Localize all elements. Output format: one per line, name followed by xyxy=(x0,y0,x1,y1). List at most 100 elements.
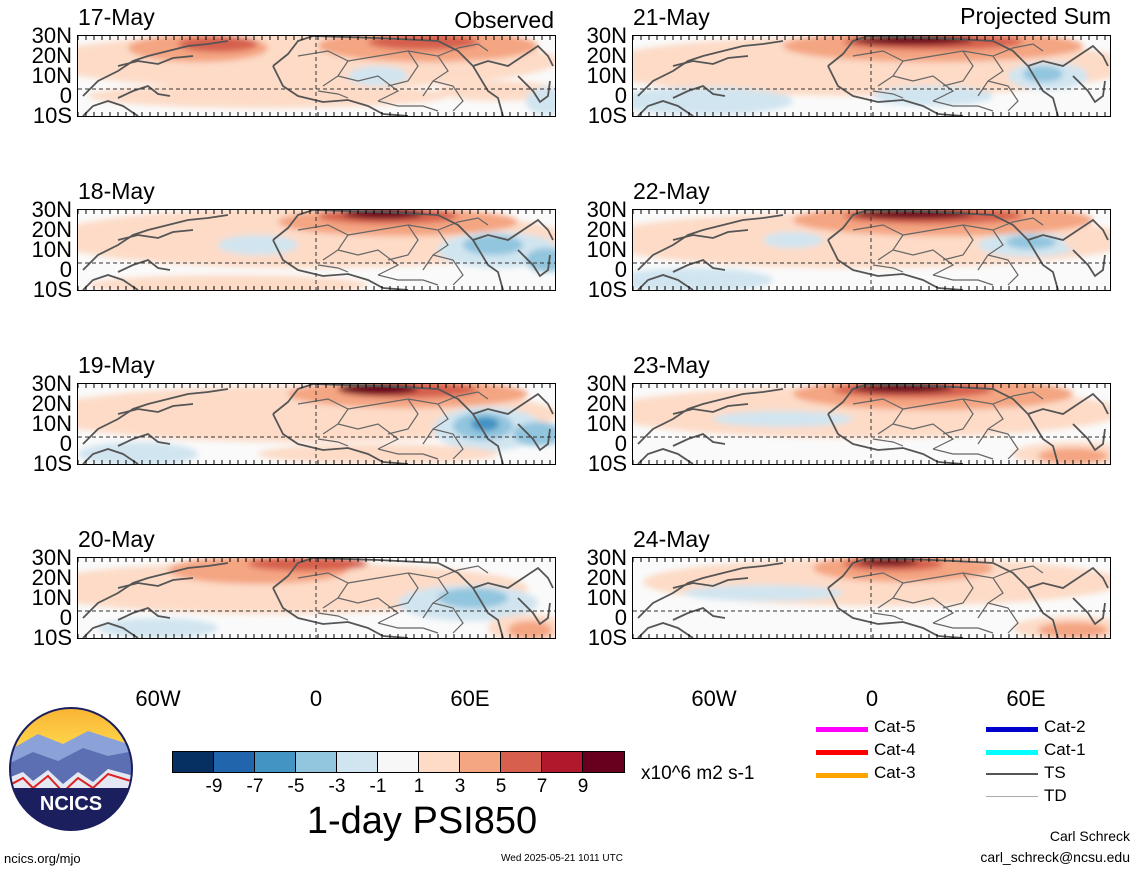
lat-label: 20N xyxy=(31,565,72,590)
legend-line-cat-4 xyxy=(816,750,868,755)
lon-label-60e-right: 60E xyxy=(1006,686,1046,711)
legend-label: Cat-3 xyxy=(874,763,916,782)
map-panel-17-may xyxy=(77,35,556,117)
lon-label-60e-left: 60E xyxy=(450,686,490,711)
legend-line-cat-1 xyxy=(986,750,1038,755)
legend-line-cat-2 xyxy=(986,727,1038,732)
lat-label: 10S xyxy=(587,451,627,476)
lat-label: 0 xyxy=(614,83,627,108)
colorbar-swatch xyxy=(377,751,420,773)
map-panel-19-may xyxy=(77,383,556,465)
footer-author: Carl Schreck xyxy=(1049,828,1130,844)
colorbar-swatch xyxy=(336,751,379,773)
lat-label: 30N xyxy=(31,545,72,570)
footer-timestamp: Wed 2025-05-21 1011 UTC xyxy=(501,853,623,864)
lat-label: 20N xyxy=(586,565,627,590)
lat-label: 0 xyxy=(614,605,627,630)
lat-label: 20N xyxy=(586,217,627,242)
panel-date-24-may: 24-May xyxy=(633,526,710,552)
lat-label: 0 xyxy=(59,605,72,630)
colorbar-tick-label: 7 xyxy=(536,776,548,797)
colorbar-tick-label: 9 xyxy=(577,776,589,797)
lat-label: 30N xyxy=(31,371,72,396)
lat-label: 30N xyxy=(586,197,627,222)
colorbar-tick-label: 3 xyxy=(454,776,466,797)
map-panel-22-may xyxy=(632,209,1111,291)
lat-label: 10S xyxy=(32,277,72,302)
colorbar-swatch xyxy=(459,751,502,773)
lat-label: 20N xyxy=(31,43,72,68)
lat-label: 10S xyxy=(32,103,72,128)
panel-date-22-may: 22-May xyxy=(633,178,710,204)
colorbar-swatch xyxy=(254,751,297,773)
panel-date-17-may: 17-May xyxy=(78,4,155,30)
panel-date-23-may: 23-May xyxy=(633,352,710,378)
lat-label: 10S xyxy=(587,277,627,302)
logo-text: NCICS xyxy=(40,793,102,815)
legend-label: Cat-1 xyxy=(1044,740,1086,759)
lat-label: 20N xyxy=(31,217,72,242)
lat-label: 20N xyxy=(586,391,627,416)
lat-label: 10N xyxy=(586,585,627,610)
lat-label: 0 xyxy=(59,431,72,456)
panel-date-20-may: 20-May xyxy=(78,526,155,552)
colorbar-tick-label: 1 xyxy=(413,776,425,797)
panel-date-21-may: 21-May xyxy=(633,4,710,30)
colorbar-swatch xyxy=(418,751,461,773)
projected-header: Projected Sum xyxy=(960,3,1111,29)
lat-label: 10N xyxy=(586,411,627,436)
colorbar-tick-label: -9 xyxy=(205,776,223,797)
colorbar-swatch xyxy=(172,751,215,773)
footer-url[interactable]: ncics.org/mjo xyxy=(4,851,81,866)
colorbar-tick-label: 5 xyxy=(495,776,507,797)
lat-label: 10S xyxy=(32,451,72,476)
colorbar-swatch xyxy=(500,751,543,773)
map-panel-20-may xyxy=(77,557,556,639)
lat-label: 20N xyxy=(31,391,72,416)
lat-label: 10S xyxy=(587,103,627,128)
colorbar-swatch xyxy=(295,751,338,773)
colorbar-tick-label: -5 xyxy=(287,776,305,797)
lat-label: 20N xyxy=(586,43,627,68)
map-panel-18-may xyxy=(77,209,556,291)
lat-label: 10N xyxy=(31,237,72,262)
colorbar-swatch xyxy=(541,751,584,773)
colorbar-swatch xyxy=(213,751,256,773)
lat-label: 0 xyxy=(59,83,72,108)
legend-label: Cat-2 xyxy=(1044,717,1086,736)
colorbar-title: 1-day PSI850 xyxy=(306,800,538,842)
colorbar-tick-label: -7 xyxy=(246,776,264,797)
legend-line-cat-5 xyxy=(816,727,868,732)
ncics-logo: NCICS xyxy=(8,706,134,832)
lat-label: 30N xyxy=(586,371,627,396)
lat-label: 10N xyxy=(31,411,72,436)
lat-label: 0 xyxy=(614,431,627,456)
legend-label: Cat-5 xyxy=(874,717,916,736)
colorbar-units: x10^6 m2 s-1 xyxy=(641,763,755,784)
map-panel-23-may xyxy=(632,383,1111,465)
lat-label: 10N xyxy=(586,237,627,262)
lat-label: 30N xyxy=(586,23,627,48)
lat-label: 10N xyxy=(31,63,72,88)
colorbar-tick-label: -1 xyxy=(369,776,387,797)
colorbar-swatch xyxy=(582,751,625,773)
panel-date-19-may: 19-May xyxy=(78,352,155,378)
legend-line-cat-3 xyxy=(816,773,868,778)
lat-label: 10N xyxy=(586,63,627,88)
lat-label: 30N xyxy=(31,23,72,48)
legend-label: TS xyxy=(1044,763,1066,782)
panel-date-18-may: 18-May xyxy=(78,178,155,204)
lon-label-0-right: 0 xyxy=(865,686,879,711)
lat-label: 30N xyxy=(31,197,72,222)
map-panel-21-may xyxy=(632,35,1111,117)
lat-label: 30N xyxy=(586,545,627,570)
map-panel-24-may xyxy=(632,557,1111,639)
lat-label: 0 xyxy=(614,257,627,282)
legend-line-td xyxy=(986,796,1038,797)
lat-label: 10S xyxy=(587,625,627,650)
lat-label: 0 xyxy=(59,257,72,282)
observed-header: Observed xyxy=(454,7,554,33)
legend-label: Cat-4 xyxy=(874,740,916,759)
legend-line-ts xyxy=(986,773,1038,775)
footer-email[interactable]: carl_schreck@ncsu.edu xyxy=(980,849,1130,865)
